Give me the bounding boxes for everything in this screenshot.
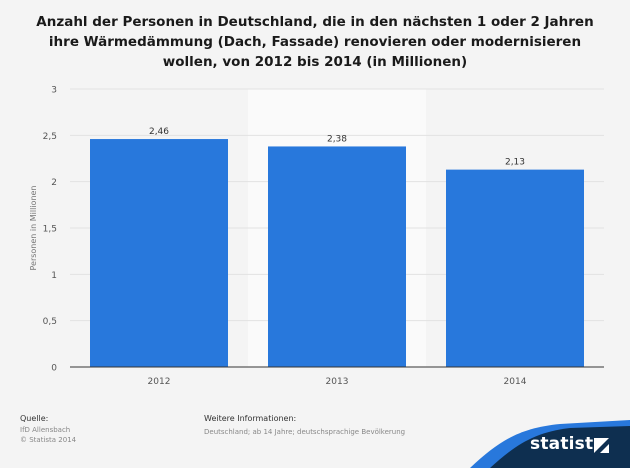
x-tick-labels: 2012 2013 2014 xyxy=(148,377,527,387)
source-name: IfD Allensbach xyxy=(20,426,71,434)
y-tick-label: 2,5 xyxy=(43,132,57,142)
source-label: Quelle: xyxy=(20,414,49,423)
chart-title: Anzahl der Personen in Deutschland, die … xyxy=(36,14,594,70)
bar xyxy=(90,139,228,367)
bar xyxy=(446,169,584,367)
y-tick-labels: 0 0,5 1 1,5 2 2,5 3 xyxy=(43,86,58,374)
info-label: Weitere Informationen: xyxy=(204,414,297,423)
x-tick-label: 2013 xyxy=(326,377,349,387)
y-tick-label: 2 xyxy=(51,178,57,188)
copyright: © Statista 2014 xyxy=(20,436,77,444)
info-text: Deutschland; ab 14 Jahre; deutschsprachi… xyxy=(204,428,406,436)
bar xyxy=(268,146,406,367)
y-tick-label: 0 xyxy=(51,364,57,374)
data-label: 2,13 xyxy=(505,158,525,168)
y-tick-label: 1 xyxy=(51,271,57,281)
value-labels: 2,46 2,38 2,13 xyxy=(149,127,525,168)
y-tick-label: 0,5 xyxy=(43,317,57,327)
y-tick-label: 3 xyxy=(51,86,57,96)
logo-band-main xyxy=(490,426,630,468)
statista-logo-mark-icon xyxy=(594,438,609,453)
x-tick-label: 2014 xyxy=(504,377,527,387)
x-tick-label: 2012 xyxy=(148,377,171,387)
y-tick-label: 1,5 xyxy=(43,225,57,235)
data-label: 2,46 xyxy=(149,127,169,137)
y-axis-label: Personen in Millionen xyxy=(29,185,38,270)
bars xyxy=(90,139,584,367)
data-label: 2,38 xyxy=(327,134,347,144)
statista-logo[interactable]: statista xyxy=(530,434,605,454)
